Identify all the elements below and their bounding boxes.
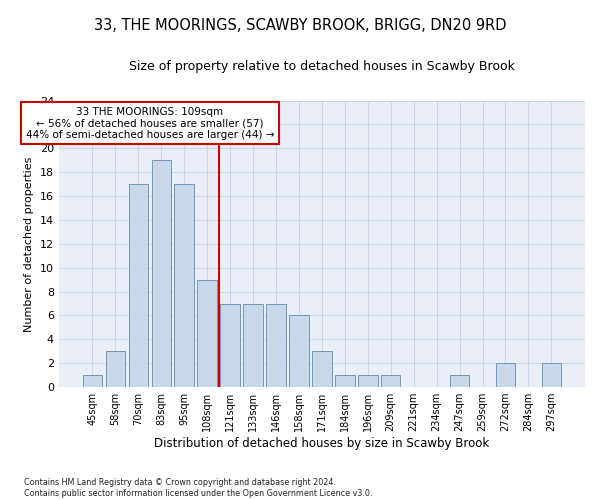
X-axis label: Distribution of detached houses by size in Scawby Brook: Distribution of detached houses by size …: [154, 437, 490, 450]
Bar: [128, 184, 148, 387]
Bar: [197, 280, 217, 387]
Bar: [106, 352, 125, 387]
Text: Contains HM Land Registry data © Crown copyright and database right 2024.
Contai: Contains HM Land Registry data © Crown c…: [24, 478, 373, 498]
Bar: [289, 316, 309, 387]
Bar: [83, 375, 102, 387]
Text: 33, THE MOORINGS, SCAWBY BROOK, BRIGG, DN20 9RD: 33, THE MOORINGS, SCAWBY BROOK, BRIGG, D…: [94, 18, 506, 32]
Bar: [312, 352, 332, 387]
Bar: [152, 160, 171, 387]
Bar: [542, 363, 561, 387]
Text: 33 THE MOORINGS: 109sqm
← 56% of detached houses are smaller (57)
44% of semi-de: 33 THE MOORINGS: 109sqm ← 56% of detache…: [26, 106, 274, 140]
Bar: [266, 304, 286, 387]
Bar: [335, 375, 355, 387]
Y-axis label: Number of detached properties: Number of detached properties: [24, 156, 34, 332]
Title: Size of property relative to detached houses in Scawby Brook: Size of property relative to detached ho…: [129, 60, 515, 73]
Bar: [244, 304, 263, 387]
Bar: [358, 375, 377, 387]
Bar: [175, 184, 194, 387]
Bar: [496, 363, 515, 387]
Bar: [450, 375, 469, 387]
Bar: [381, 375, 400, 387]
Bar: [220, 304, 240, 387]
